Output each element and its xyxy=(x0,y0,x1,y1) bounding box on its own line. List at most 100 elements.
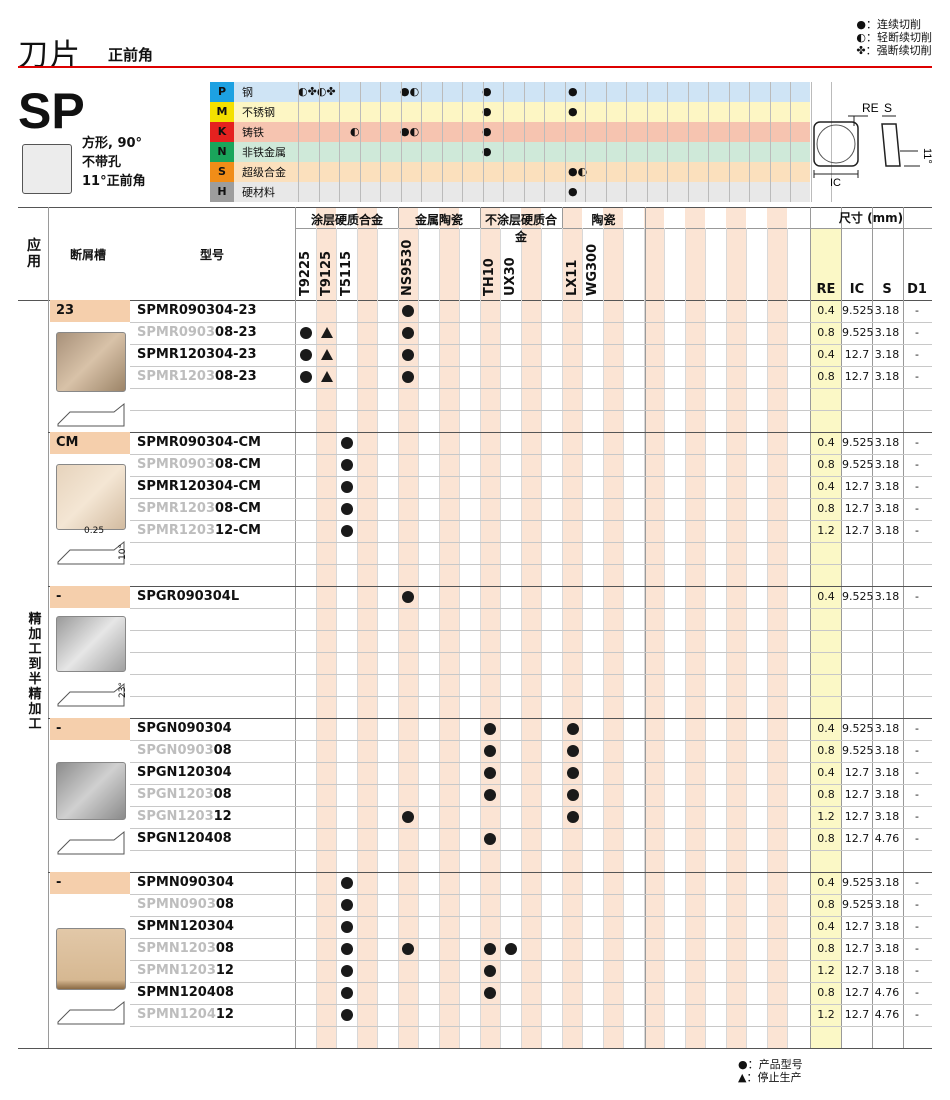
model-prefix: SPMR090304-CM xyxy=(137,435,261,450)
grid-line xyxy=(626,82,627,202)
column-divider xyxy=(295,207,296,1048)
material-code-badge: S xyxy=(210,162,234,182)
grid-line xyxy=(810,82,812,202)
edge-profile-icon xyxy=(57,402,125,427)
row-divider xyxy=(130,916,932,917)
dim-re: 0.4 xyxy=(817,766,835,779)
grid-line xyxy=(298,82,299,202)
insert-code: SP xyxy=(18,83,85,139)
model-prefix: SPGN120408 xyxy=(137,831,232,846)
row-divider xyxy=(130,960,932,961)
cutting-legend: ●：连续切削 ◐：轻断续切削 ✤：强断续切削 xyxy=(856,18,932,57)
dim-s: 3.18 xyxy=(874,502,900,515)
availability-dot xyxy=(341,921,353,933)
column-stripe xyxy=(521,207,541,1048)
insert-photo xyxy=(56,332,126,392)
availability-dot xyxy=(567,723,579,735)
model-suffix: 12 xyxy=(215,1007,234,1022)
row-divider xyxy=(130,740,932,741)
availability-dot xyxy=(567,767,579,779)
header-divider xyxy=(18,66,932,68)
grid-line xyxy=(439,228,440,1048)
material-mark: ● xyxy=(482,105,492,118)
availability-dot xyxy=(402,327,414,339)
dim-re: 0.4 xyxy=(817,876,835,889)
model-number: SPMR090308-23 xyxy=(134,322,257,344)
insert-photo xyxy=(56,464,126,530)
legend-discontinued: ▲：停止生产 xyxy=(738,1071,802,1084)
model-suffix: 12 xyxy=(213,809,232,824)
grid-line xyxy=(459,228,460,1048)
model-number: SPMN090304 xyxy=(134,872,234,894)
grid-line xyxy=(359,82,361,202)
dim-ic: 12.7 xyxy=(844,502,870,515)
dim-header-re: RE xyxy=(816,282,836,297)
availability-dot xyxy=(341,1009,353,1021)
cermet-header: 金属陶瓷 xyxy=(414,213,463,227)
row-divider xyxy=(130,454,932,455)
model-number: SPGN120308 xyxy=(134,784,232,806)
grid-line xyxy=(377,228,378,1048)
model-number: SPGN090304 xyxy=(134,718,232,740)
dim-s: 3.18 xyxy=(874,348,900,361)
availability-dot xyxy=(341,877,353,889)
availability-dot xyxy=(341,437,353,449)
group-divider xyxy=(48,432,932,433)
material-mark: ● xyxy=(482,85,492,98)
grid-line xyxy=(646,82,648,202)
grade-th10: TH10 xyxy=(482,258,497,296)
grade-ns9530: NS9530 xyxy=(400,239,415,296)
model-prefix: SPGR090304L xyxy=(137,589,240,604)
availability-dot xyxy=(300,327,312,339)
column-stripe xyxy=(480,207,500,1048)
chipbreaker-label: - xyxy=(50,718,130,740)
model-prefix: SPMR0903 xyxy=(137,325,216,340)
row-divider xyxy=(130,542,932,543)
chipbreaker-label: 23 xyxy=(50,300,130,322)
material-mark: ● xyxy=(568,185,578,198)
dim-s: 3.18 xyxy=(874,920,900,933)
dim-d1: - xyxy=(915,370,919,383)
row-divider xyxy=(130,564,932,565)
availability-dot xyxy=(484,965,496,977)
column-divider xyxy=(841,207,842,1048)
dim-ic: 12.7 xyxy=(844,986,870,999)
model-prefix: SPMN120304 xyxy=(137,919,234,934)
column-divider xyxy=(903,207,904,1048)
dim-ic: 12.7 xyxy=(844,810,870,823)
grid-line xyxy=(318,82,320,202)
availability-dot xyxy=(402,811,414,823)
dim-s: 4.76 xyxy=(874,1008,900,1021)
material-name: 不锈钢 xyxy=(242,106,275,119)
grid-line xyxy=(521,228,522,1048)
dim-re: 0.4 xyxy=(817,304,835,317)
dim-ic: 12.7 xyxy=(844,370,870,383)
grid-line xyxy=(667,82,668,202)
grade-lx11: LX11 xyxy=(565,259,580,296)
dim-re: 0.4 xyxy=(817,590,835,603)
cm-land-width: 0.25 xyxy=(84,526,105,536)
cm-rake-angle: 10° xyxy=(118,544,128,560)
grid-line xyxy=(418,228,419,1048)
dim-d1: - xyxy=(915,788,919,801)
dim-d1: - xyxy=(915,348,919,361)
grid-line xyxy=(523,82,525,202)
dim-d1: - xyxy=(915,920,919,933)
model-prefix: SPMR090304-23 xyxy=(137,303,257,318)
insert-photo xyxy=(56,928,126,990)
dim-re: 0.8 xyxy=(817,326,835,339)
dim-ic: 12.7 xyxy=(844,480,870,493)
dim-ic: 12.7 xyxy=(844,788,870,801)
row-divider xyxy=(130,784,932,785)
dim-re: 0.8 xyxy=(817,458,835,471)
model-number: SPMN120312 xyxy=(134,960,234,982)
material-mark: ●◐ xyxy=(400,85,420,98)
material-mark: ● xyxy=(482,145,492,158)
model-prefix: SPGN1203 xyxy=(137,787,214,802)
s-label: S xyxy=(884,101,892,115)
row-divider xyxy=(130,674,932,675)
dim-ic: 12.7 xyxy=(844,964,870,977)
model-header: 型号 xyxy=(200,248,225,262)
insert-rake: 11°正前角 xyxy=(82,174,146,189)
dim-d1: - xyxy=(915,326,919,339)
